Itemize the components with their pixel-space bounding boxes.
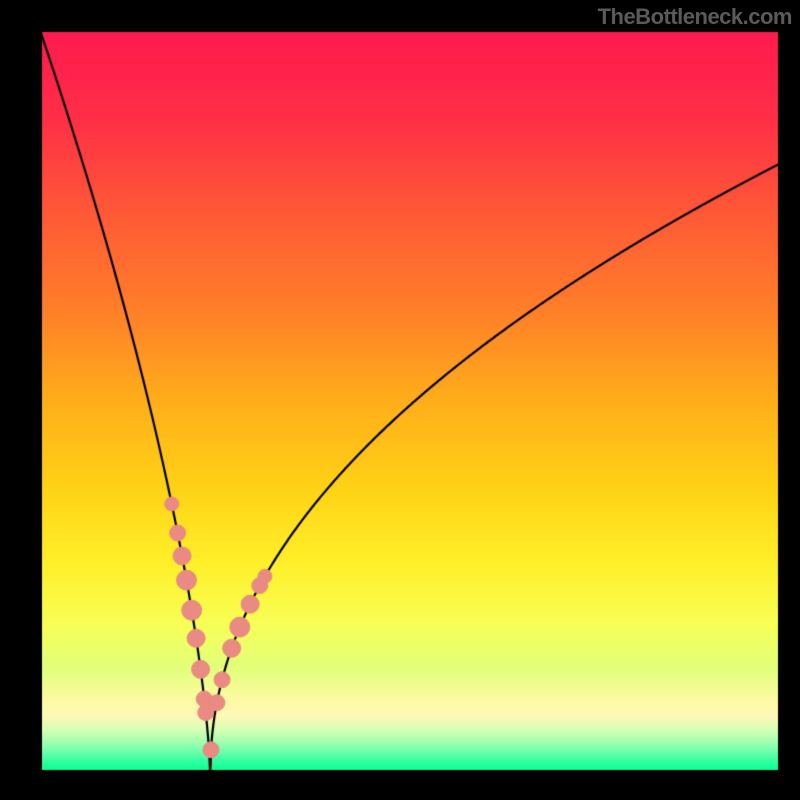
watermark-text: TheBottleneck.com xyxy=(598,4,792,30)
bottleneck-chart xyxy=(0,0,800,800)
